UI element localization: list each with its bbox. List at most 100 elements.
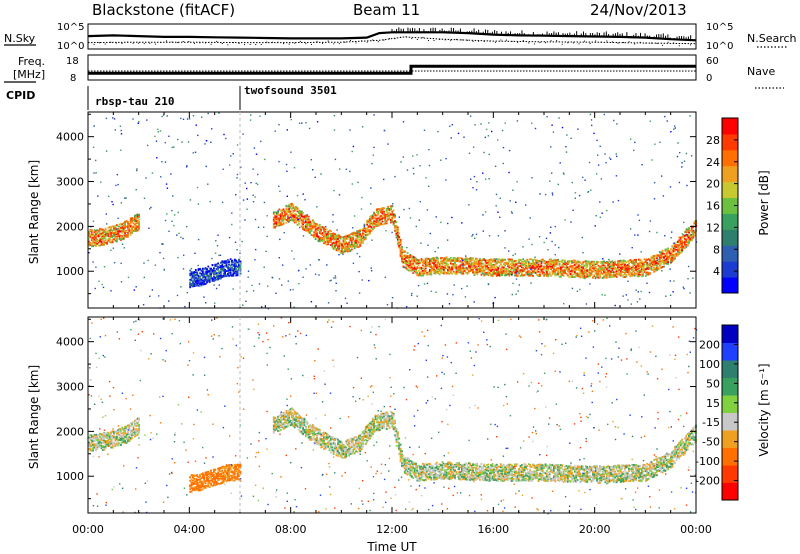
echo-cell <box>554 271 557 274</box>
echo-cell <box>692 231 695 234</box>
echo-cell <box>440 271 442 274</box>
echo-cell <box>658 255 661 257</box>
echo-cell <box>639 269 642 272</box>
echo-cell <box>483 264 486 267</box>
echo-cell <box>649 273 651 275</box>
echo-cell <box>514 262 516 265</box>
echo-cell <box>204 272 207 274</box>
echo-cell <box>444 261 447 264</box>
echo-cell <box>103 241 106 243</box>
echo-cell <box>415 261 417 264</box>
echo-cell <box>104 242 107 244</box>
echo-cell <box>645 271 647 274</box>
echo-cell <box>600 269 603 272</box>
echo-cell <box>605 276 608 279</box>
echo-cell <box>495 273 498 275</box>
echo-cell <box>468 204 470 206</box>
echo-cell <box>636 273 639 276</box>
noise-dot <box>639 41 641 43</box>
echo-cell <box>654 264 657 267</box>
echo-cell <box>493 258 495 260</box>
echo-cell <box>201 268 204 271</box>
echo-cell <box>406 256 409 259</box>
echo-cell <box>121 223 124 226</box>
echo-cell <box>514 266 516 269</box>
echo-cell <box>686 241 689 244</box>
echo-cell <box>206 281 208 284</box>
noise-dot <box>411 38 413 40</box>
echo-cell <box>527 263 530 266</box>
echo-cell <box>204 275 207 278</box>
echo-cell <box>473 259 476 262</box>
noise-dot <box>595 40 597 42</box>
echo-cell <box>495 269 498 272</box>
power-echo-cells <box>88 112 698 310</box>
echo-cell <box>392 203 394 205</box>
echo-cell <box>206 268 208 271</box>
echo-cell <box>548 271 551 274</box>
echo-cell <box>440 269 442 272</box>
echo-cell <box>548 265 551 267</box>
echo-cell <box>507 268 509 271</box>
echo-cell <box>282 216 285 219</box>
echo-cell <box>560 274 562 277</box>
echo-cell <box>103 243 106 246</box>
echo-cell <box>416 258 419 261</box>
echo-cell <box>374 217 377 220</box>
noise-dot <box>299 40 301 42</box>
echo-cell <box>90 232 93 235</box>
noise-dot <box>377 41 379 43</box>
echo-cell <box>192 271 194 274</box>
echo-cell <box>488 262 491 264</box>
echo-cell <box>318 227 321 230</box>
echo-cell <box>536 273 539 276</box>
echo-cell <box>231 261 233 264</box>
noise-dot <box>338 43 340 45</box>
echo-cell <box>564 267 566 269</box>
echo-cell <box>459 268 462 271</box>
echo-cell <box>90 233 93 236</box>
echo-cell <box>214 276 217 279</box>
echo-cell <box>314 238 317 240</box>
echo-cell <box>220 273 222 275</box>
echo-cell <box>279 217 282 220</box>
echo-cell <box>580 269 583 272</box>
echo-cell <box>359 244 362 246</box>
echo-cell <box>194 279 197 282</box>
echo-cell <box>238 266 240 269</box>
echo-cell <box>675 241 678 244</box>
echo-cell <box>452 266 455 269</box>
echo-cell <box>227 265 229 268</box>
echo-cell <box>395 224 398 227</box>
echo-cell <box>578 272 580 275</box>
echo-cell <box>134 217 136 220</box>
echo-cell <box>210 275 212 277</box>
echo-cell <box>481 268 484 270</box>
echo-cell <box>419 271 421 274</box>
echo-cell <box>227 261 229 264</box>
echo-cell <box>447 269 449 271</box>
echo-cell <box>463 264 466 266</box>
echo-cell <box>398 241 401 244</box>
noise-dot <box>182 40 184 42</box>
echo-cell <box>233 272 236 274</box>
echo-cell <box>135 215 138 218</box>
echo-cell <box>138 222 140 224</box>
echo-cell <box>614 263 617 265</box>
echo-cell <box>597 269 600 272</box>
echo-cell <box>470 269 473 271</box>
echo-cell <box>632 270 635 273</box>
echo-cell <box>107 226 110 229</box>
echo-cell <box>611 276 614 278</box>
echo-cell <box>279 216 282 219</box>
echo-cell <box>417 264 420 267</box>
echo-cell <box>452 262 455 265</box>
echo-cell <box>129 229 132 232</box>
echo-cell <box>527 271 530 273</box>
freq-label-line2: [MHz] <box>13 68 45 81</box>
echo-cell <box>99 228 101 230</box>
echo-cell <box>688 227 690 229</box>
echo-cell <box>95 241 97 244</box>
echo-cell <box>597 261 600 264</box>
echo-cell <box>477 271 480 273</box>
